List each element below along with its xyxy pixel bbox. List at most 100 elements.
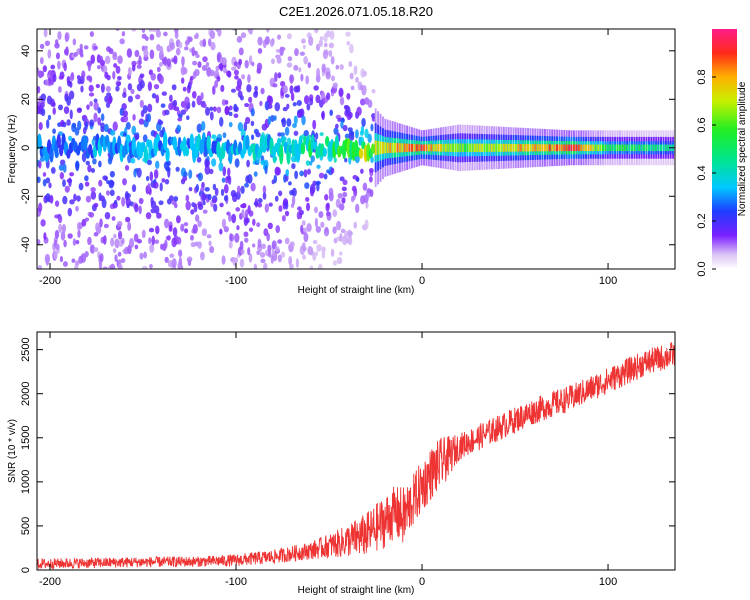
heatmap-cell <box>298 108 304 118</box>
heatmap-cell <box>293 115 298 125</box>
heatmap-cell <box>57 60 61 70</box>
heatmap-cell <box>169 42 175 50</box>
heatmap-cell <box>611 144 614 152</box>
heatmap-cell <box>122 132 127 137</box>
heatmap-cell <box>371 88 376 94</box>
heatmap-cell <box>282 84 288 94</box>
heatmap-cell <box>599 144 602 152</box>
heatmap-cell <box>205 61 210 68</box>
heatmap-cell <box>324 194 329 201</box>
heatmap-cell <box>257 238 262 249</box>
heatmap-cell <box>254 90 259 95</box>
heatmap-cell <box>40 108 46 117</box>
heatmap-cell <box>64 185 70 193</box>
heatmap-cell <box>623 144 626 152</box>
heatmap-cell <box>40 93 47 102</box>
heatmap-cell <box>241 202 247 209</box>
heatmap-cell <box>69 81 73 88</box>
heatmap-cell <box>136 64 142 69</box>
heatmap-cell <box>139 99 144 108</box>
heatmap-cell <box>336 220 342 231</box>
heatmap-cell <box>223 183 229 194</box>
heatmap-cell <box>109 189 115 197</box>
heatmap-cell <box>321 249 326 259</box>
heatmap-cell <box>349 43 354 54</box>
heatmap-cell <box>57 31 62 41</box>
heatmap-cell <box>85 195 92 203</box>
heatmap-cell <box>415 144 418 152</box>
heatmap-cell <box>332 82 338 89</box>
heatmap-cell <box>512 143 515 152</box>
heatmap-cell <box>90 191 97 200</box>
heatmap-cell <box>121 103 127 111</box>
heatmap-cell <box>602 144 604 152</box>
heatmap-cell <box>206 135 211 151</box>
heatmap-cell <box>271 58 275 65</box>
heatmap-cell <box>209 69 215 77</box>
heatmap-cell <box>59 159 66 166</box>
heatmap-cell <box>302 254 306 260</box>
heatmap-cell <box>148 227 155 233</box>
heatmap-cell <box>553 144 556 152</box>
heatmap-cell <box>77 120 82 131</box>
heatmap-cell <box>79 47 84 58</box>
heatmap-cell <box>184 228 189 234</box>
heatmap-cell <box>68 90 75 100</box>
heatmap-cell <box>204 165 211 175</box>
heatmap-cell <box>38 122 43 131</box>
heatmap-cell <box>112 53 118 61</box>
heatmap-cell <box>284 201 289 210</box>
heatmap-cell <box>164 256 169 264</box>
heatmap-cell <box>89 31 94 37</box>
heatmap-cell <box>368 168 374 173</box>
heatmap-cell <box>301 38 306 44</box>
heatmap-cell <box>221 99 227 106</box>
heatmap-cell <box>362 70 367 77</box>
snr-x-tick-label: 0 <box>419 576 425 588</box>
snr-y-axis: 0 500 1000 1500 2000 2500 <box>20 337 675 573</box>
heatmap-cell <box>292 102 297 107</box>
heatmap-cell <box>37 86 41 94</box>
heatmap-cell <box>288 181 292 186</box>
snr-y-tick-label: 1000 <box>20 470 32 494</box>
heatmap-cell <box>221 255 226 265</box>
heatmap-cell <box>640 144 643 152</box>
heatmap-cell <box>55 52 60 60</box>
heatmap-cell <box>223 195 228 202</box>
heatmap-cell <box>291 187 297 197</box>
heatmap-cell <box>577 144 580 152</box>
heatmap-cell <box>633 144 636 152</box>
heatmap-cell <box>447 143 450 152</box>
heatmap-cell <box>221 218 227 229</box>
heatmap-cell <box>358 148 364 159</box>
heatmap-cell <box>241 208 245 219</box>
heatmap-cell <box>329 30 335 40</box>
heatmap-cell <box>401 143 404 153</box>
heatmap-cell <box>190 241 197 248</box>
heatmap-cell <box>73 52 78 57</box>
heatmap-cell <box>420 144 423 152</box>
heatmap-cell <box>289 241 295 248</box>
heatmap-cell <box>122 110 129 117</box>
heatmap-cell <box>277 239 283 244</box>
heatmap-cell <box>219 116 224 127</box>
heatmap-cell <box>138 197 144 205</box>
heatmap-cell <box>348 61 353 67</box>
heatmap-cell <box>449 143 452 152</box>
heatmap-cell <box>238 58 242 65</box>
heatmap-cell <box>149 49 155 60</box>
heatmap-cell <box>348 235 353 246</box>
heatmap-cell <box>39 56 44 65</box>
heatmap-cell <box>151 29 158 33</box>
heatmap-cell <box>312 240 318 245</box>
heatmap-cell <box>456 143 459 153</box>
heatmap-cell <box>319 132 324 137</box>
heatmap-cell <box>177 117 183 122</box>
heatmap-cell <box>197 172 204 182</box>
heatmap-cell <box>250 182 256 192</box>
heatmap-cell <box>93 45 98 50</box>
heatmap-cell <box>321 110 325 121</box>
heatmap-cell <box>264 36 270 45</box>
heatmap-cell <box>49 146 54 163</box>
